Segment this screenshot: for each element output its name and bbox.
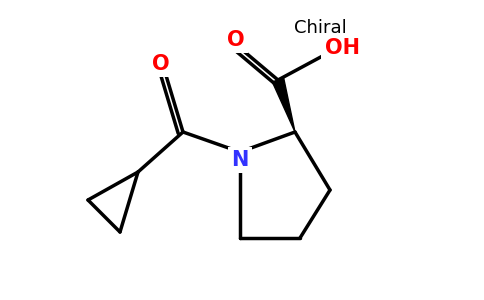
Text: N: N (231, 150, 249, 170)
Text: O: O (152, 54, 170, 74)
Polygon shape (272, 78, 295, 132)
Text: Chiral: Chiral (294, 19, 347, 37)
Text: O: O (227, 30, 245, 50)
Text: OH: OH (324, 38, 360, 58)
